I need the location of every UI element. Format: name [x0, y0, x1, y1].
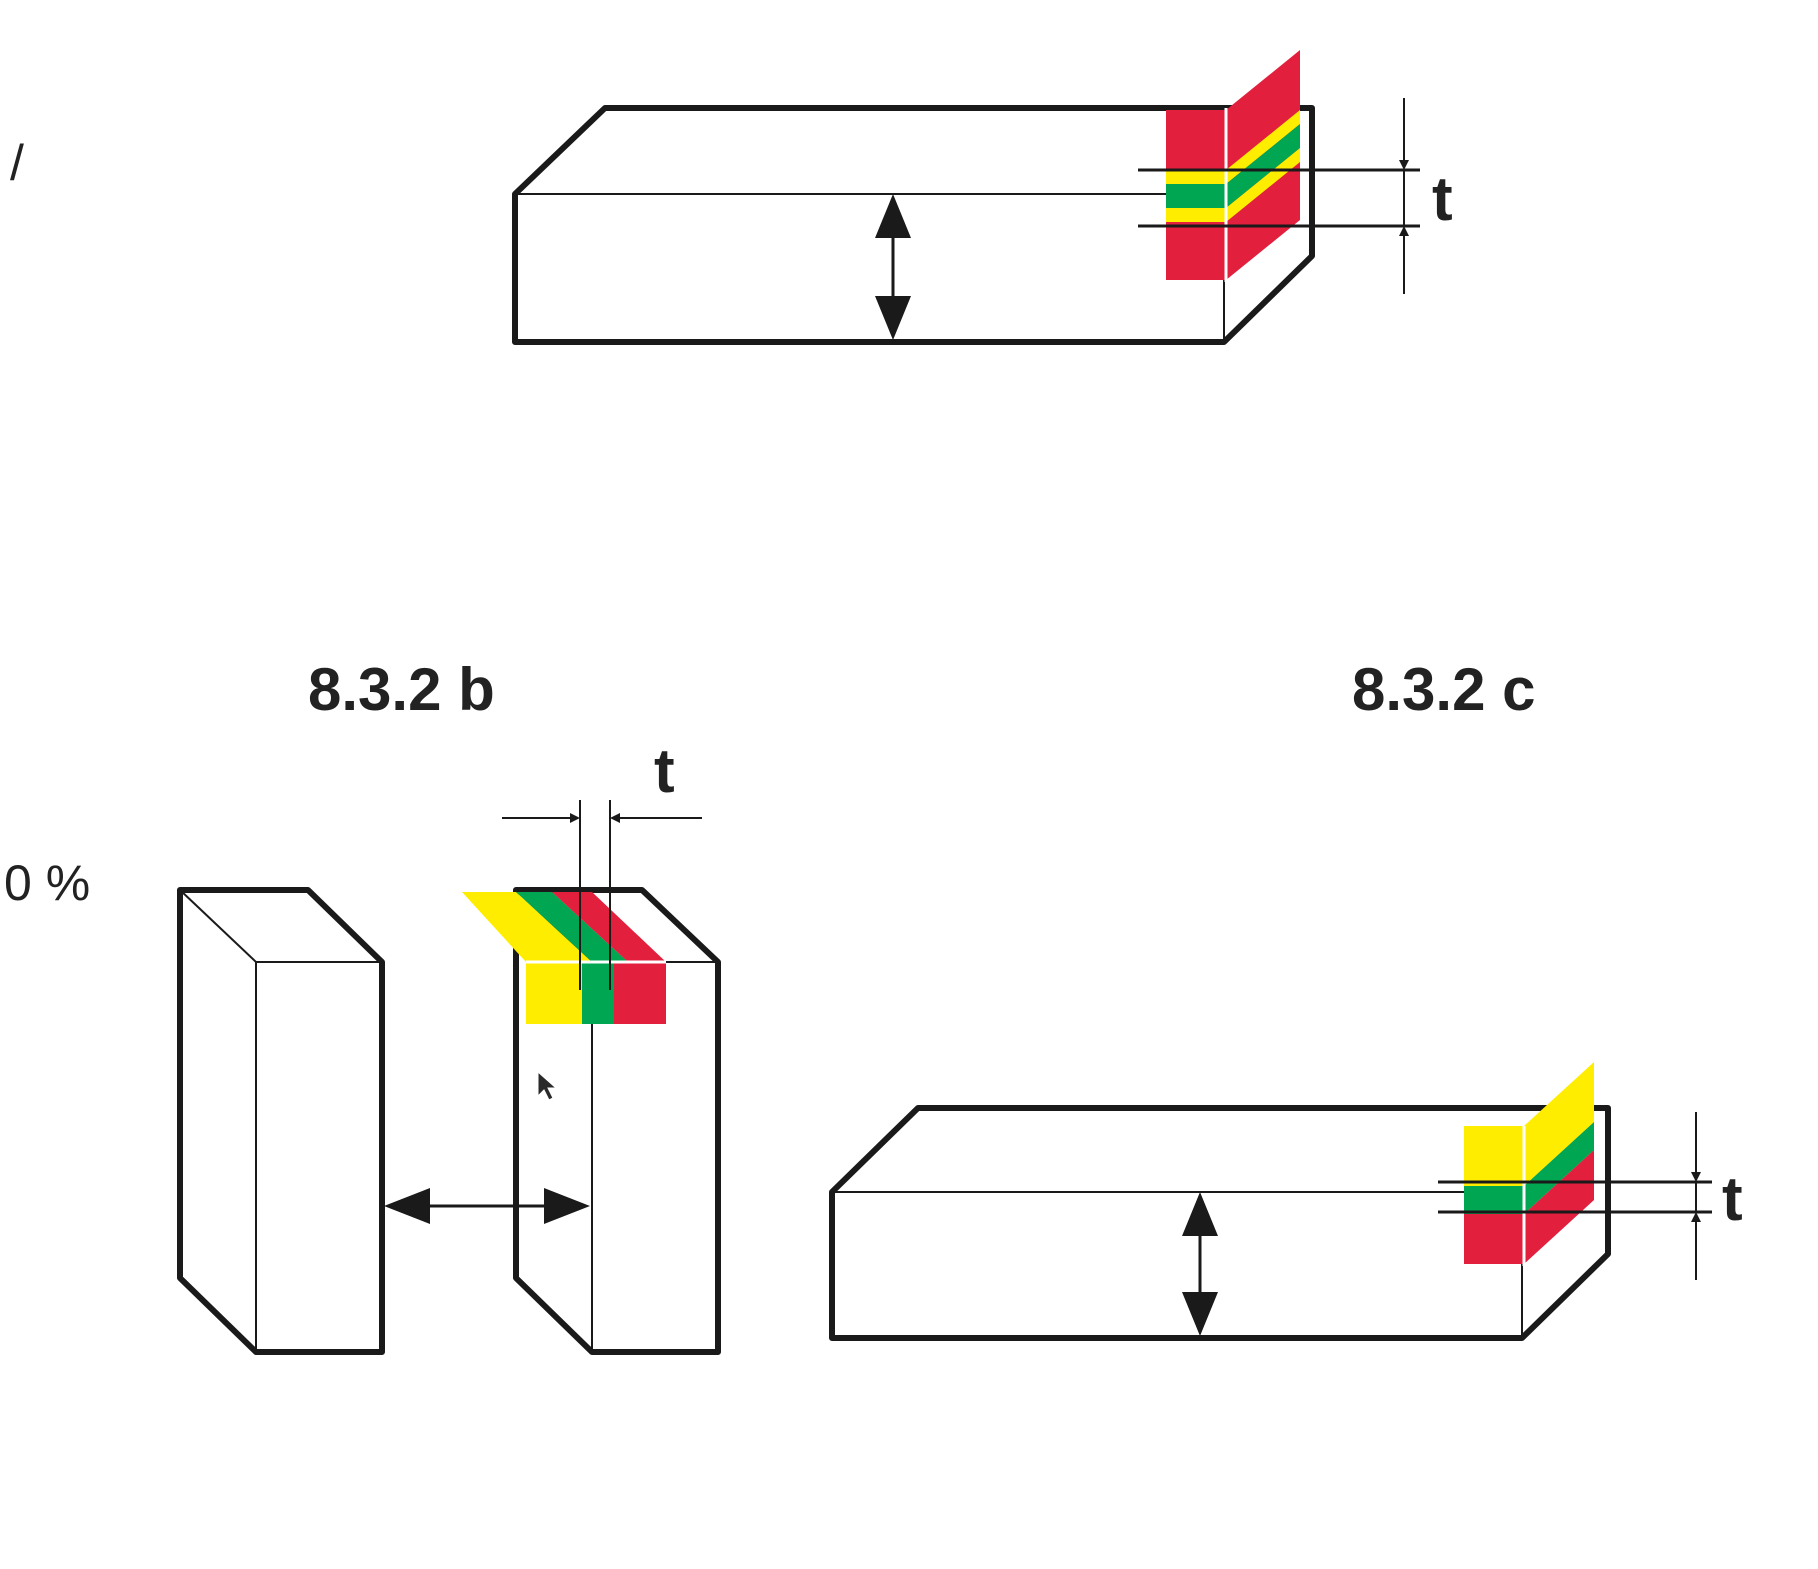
fig-b-yellow-front	[526, 962, 582, 1024]
top-height-arrowhead-down	[875, 296, 911, 340]
top-green-side	[1226, 124, 1300, 208]
fig-b-green-top	[516, 892, 628, 962]
fig-b-green-front	[582, 962, 614, 1024]
fig-b-left-slab	[177, 887, 385, 1355]
top-box-outline	[512, 105, 1315, 345]
top-yellow-front-a	[1166, 170, 1226, 184]
fig-b: t	[177, 737, 721, 1355]
fig-c-yellow-side	[1524, 1062, 1594, 1186]
top-figure: t	[512, 50, 1453, 345]
fig-b-left-slab-diag	[179, 889, 257, 963]
left-fragment-slash: /	[10, 135, 24, 191]
fig-b-t-label: t	[654, 737, 675, 806]
top-height-arrowhead-up	[875, 194, 911, 238]
fig-b-gap-arrowhead-left	[384, 1188, 430, 1224]
fig-c-t-label: t	[1722, 1165, 1743, 1234]
fig-c-yellow-front	[1464, 1126, 1524, 1186]
top-t-label: t	[1432, 165, 1453, 234]
fig-c-red-front	[1464, 1214, 1524, 1264]
top-yellow-side-b	[1226, 148, 1300, 222]
fig-c-green-front	[1464, 1186, 1524, 1214]
top-yellow-front-b	[1166, 208, 1226, 222]
fig-c-title: 8.3.2 c	[1352, 656, 1536, 723]
fig-b-title: 8.3.2 b	[308, 656, 495, 723]
top-color-bands	[1166, 50, 1300, 282]
fig-c-height-arrowhead-down	[1182, 1292, 1218, 1336]
top-green-front	[1166, 184, 1226, 208]
fig-c-green-side	[1524, 1122, 1594, 1214]
fig-c-height-arrowhead-up	[1182, 1192, 1218, 1236]
fig-c: t	[829, 1062, 1743, 1341]
fig-b-gap-arrowhead-right	[544, 1188, 590, 1224]
fig-c-red-side	[1524, 1150, 1594, 1264]
fig-b-yellow-top	[462, 892, 592, 962]
fig-b-red-front	[614, 962, 666, 1024]
fig-c-box-outline	[829, 1105, 1611, 1341]
top-yellow-side-a	[1226, 110, 1300, 184]
mouse-cursor-icon	[537, 1070, 558, 1101]
fig-c-color-bands	[1464, 1062, 1594, 1266]
left-fragment-percent: 0 %	[4, 855, 90, 911]
